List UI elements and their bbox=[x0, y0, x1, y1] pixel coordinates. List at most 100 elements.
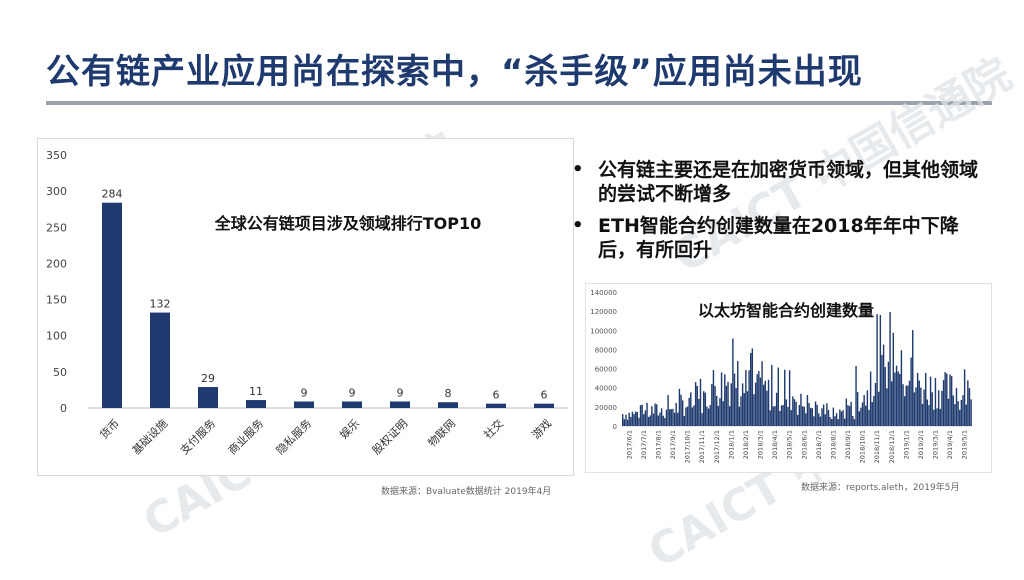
bar bbox=[785, 399, 788, 426]
x-tick-label: 2017/7/1 bbox=[640, 430, 648, 459]
bar bbox=[845, 398, 848, 426]
bar bbox=[925, 372, 927, 426]
bar bbox=[782, 405, 784, 426]
bar bbox=[634, 411, 637, 426]
bar bbox=[777, 367, 779, 426]
y-tick-label: 0 bbox=[60, 402, 67, 415]
bar bbox=[861, 402, 864, 426]
bar bbox=[390, 401, 410, 408]
bar bbox=[712, 370, 715, 426]
bar bbox=[876, 314, 878, 426]
bar bbox=[719, 398, 721, 426]
bar bbox=[829, 417, 831, 426]
bar bbox=[886, 388, 888, 426]
bar bbox=[892, 332, 895, 426]
x-tick-label: 2018/1/1 bbox=[727, 430, 735, 459]
bar bbox=[651, 406, 653, 426]
x-tick-label: 2017/8/1 bbox=[654, 430, 662, 459]
bar bbox=[923, 389, 925, 426]
bar bbox=[652, 413, 655, 426]
bar bbox=[797, 414, 799, 426]
y-tick-label: 300 bbox=[46, 185, 67, 198]
bullet-dot: • bbox=[572, 159, 584, 180]
bar bbox=[784, 369, 786, 426]
bar bbox=[884, 367, 886, 426]
bar bbox=[665, 409, 668, 426]
x-tick-label: 物联网 bbox=[425, 416, 458, 449]
bar bbox=[672, 408, 674, 426]
bar bbox=[822, 404, 825, 426]
y-tick-label: 140000 bbox=[590, 289, 617, 297]
bar bbox=[670, 409, 673, 426]
bar bbox=[694, 382, 697, 426]
bar bbox=[805, 413, 807, 426]
chart-title: 以太坊智能合约创建数量 bbox=[698, 301, 874, 320]
bar bbox=[662, 415, 664, 426]
bar bbox=[912, 330, 914, 426]
bar bbox=[775, 392, 778, 426]
bar bbox=[879, 314, 882, 426]
x-tick-label: 2018/9/1 bbox=[844, 430, 852, 459]
bar bbox=[722, 401, 724, 426]
x-tick-label: 2019/1/1 bbox=[902, 430, 910, 459]
y-tick-label: 120000 bbox=[590, 308, 617, 316]
bar bbox=[952, 395, 954, 426]
bullet-text: 公有链主要还是在加密货币领域，但其他领域的尝试不断增多 bbox=[598, 159, 979, 205]
bar bbox=[816, 404, 818, 426]
bar bbox=[824, 414, 826, 426]
x-tick-label: 2017/12/1 bbox=[713, 430, 721, 463]
bar bbox=[915, 387, 917, 426]
y-tick-label: 60000 bbox=[595, 366, 617, 374]
data-label: 9 bbox=[301, 386, 308, 399]
bar bbox=[937, 390, 940, 426]
bar bbox=[931, 392, 933, 426]
data-label: 6 bbox=[493, 389, 500, 402]
bar bbox=[696, 385, 698, 426]
x-tick-label: 基础设施 bbox=[130, 417, 170, 457]
bar bbox=[733, 373, 736, 426]
bar bbox=[758, 371, 760, 426]
bar bbox=[866, 390, 869, 426]
bar bbox=[754, 382, 757, 426]
bar bbox=[644, 410, 647, 426]
bar bbox=[246, 400, 266, 408]
bar bbox=[962, 395, 964, 426]
bar bbox=[834, 416, 836, 426]
bar bbox=[639, 405, 642, 426]
bar bbox=[534, 403, 554, 408]
bar bbox=[761, 361, 763, 426]
bar bbox=[933, 409, 935, 426]
bar bbox=[939, 408, 942, 426]
x-tick-label: 2019/2/1 bbox=[917, 430, 925, 459]
x-tick-label: 2017/10/1 bbox=[684, 430, 692, 463]
bar bbox=[626, 419, 629, 426]
bar bbox=[737, 361, 739, 426]
bar bbox=[688, 397, 690, 426]
bar bbox=[832, 407, 835, 426]
bar bbox=[908, 380, 911, 426]
bar bbox=[863, 395, 865, 426]
bar bbox=[827, 409, 830, 426]
bar bbox=[910, 357, 912, 426]
bar-chart: 0 50 100 150 200 250 300 350 284 货币 132 基础设施 29 支付服务 1… bbox=[46, 149, 568, 457]
bar bbox=[774, 406, 776, 426]
bar bbox=[852, 415, 854, 426]
bar bbox=[725, 385, 728, 426]
bar bbox=[899, 373, 901, 426]
bar bbox=[750, 353, 752, 426]
bar bbox=[821, 408, 823, 426]
bar bbox=[743, 393, 745, 426]
bar bbox=[342, 401, 362, 408]
data-label: 6 bbox=[541, 389, 548, 402]
bar bbox=[818, 413, 820, 426]
eth-chart: 0 20000 40000 60000 80000 100000 120000 140000 2… bbox=[590, 289, 972, 463]
bar bbox=[942, 380, 945, 426]
bar bbox=[622, 414, 624, 426]
bar bbox=[853, 419, 856, 426]
x-tick-label: 2018/7/1 bbox=[815, 430, 823, 459]
bar bbox=[808, 402, 810, 426]
bar bbox=[198, 387, 218, 408]
bar bbox=[800, 393, 802, 426]
bar bbox=[936, 408, 938, 426]
bar bbox=[643, 414, 645, 426]
